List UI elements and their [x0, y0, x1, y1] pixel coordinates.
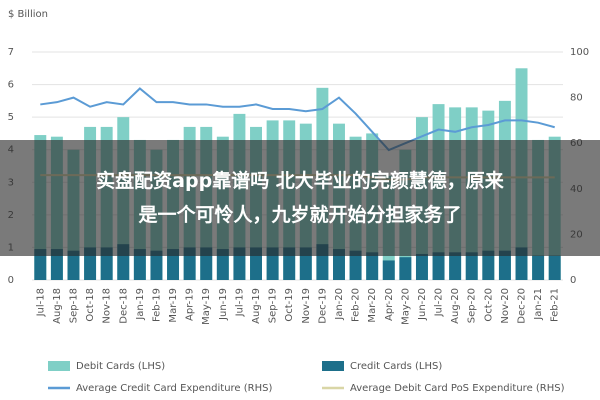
legend-swatch: [322, 361, 344, 371]
y-tick-label: 0: [8, 275, 14, 286]
x-tick-label: Dec-20: [517, 288, 528, 324]
bar: [250, 247, 262, 280]
y2-tick-label: 100: [570, 47, 589, 58]
overlay-text: 实盘配资app靠谱吗 北大毕业的完颜慧德，原来: [96, 170, 504, 192]
bar: [399, 257, 412, 280]
overlay-text: 是一个可怜人，九岁就开始分担家务了: [138, 204, 462, 226]
bar: [548, 255, 561, 280]
y-tick-label: 5: [8, 112, 14, 123]
bar: [532, 255, 545, 280]
bar: [50, 249, 63, 280]
bar: [167, 249, 180, 280]
bar: [349, 250, 362, 280]
y-axis-label: $ Billion: [8, 9, 48, 20]
x-tick-label: Dec-18: [118, 288, 129, 324]
x-tick-label: Jan-19: [135, 288, 146, 321]
x-tick-label: Sep-19: [268, 288, 279, 323]
x-tick-label: Nov-20: [500, 288, 511, 324]
y-tick-label: 6: [8, 80, 14, 91]
x-tick-label: Oct-18: [85, 288, 96, 322]
legend-label: Average Debit Card PoS Expenditure (RHS): [350, 383, 565, 394]
x-tick-label: Mar-20: [367, 288, 378, 323]
x-tick-label: Oct-20: [483, 288, 494, 322]
x-tick-label: May-20: [400, 288, 411, 325]
bar: [117, 244, 130, 280]
x-tick-label: Aug-18: [52, 288, 63, 324]
bar: [216, 249, 229, 280]
x-tick-label: Aug-20: [450, 288, 461, 324]
bar: [299, 247, 312, 280]
x-tick-label: Oct-19: [284, 288, 295, 322]
bar: [482, 250, 495, 280]
x-tick-label: Jul-18: [35, 288, 46, 317]
bar: [415, 253, 428, 280]
bar: [100, 247, 113, 280]
x-tick-label: Sep-20: [467, 288, 478, 323]
bar: [133, 249, 146, 280]
line: [40, 87, 555, 152]
x-tick-label: Apr-19: [185, 288, 196, 321]
x-tick-label: Sep-18: [68, 288, 79, 323]
x-tick-label: Aug-19: [251, 288, 262, 324]
bar: [515, 247, 528, 280]
bar: [382, 260, 395, 280]
x-tick-label: May-19: [201, 288, 212, 325]
x-tick-label: Jul-19: [234, 288, 245, 317]
x-tick-label: Feb-20: [351, 288, 362, 322]
bar: [316, 244, 329, 280]
bar: [200, 247, 213, 280]
bar: [84, 247, 97, 280]
bar: [498, 250, 511, 280]
bar: [333, 249, 345, 280]
overlay-banner: 实盘配资app靠谱吗 北大毕业的完颜慧德，原来 是一个可怜人，九岁就开始分担家务…: [0, 140, 600, 256]
x-tick-label: Feb-19: [151, 288, 162, 322]
bar: [283, 247, 296, 280]
bar: [366, 252, 379, 280]
y2-tick-label: 0: [570, 275, 576, 286]
x-tick-label: Jun-20: [417, 288, 428, 321]
bar: [465, 252, 478, 280]
bar: [183, 247, 196, 280]
x-tick-label: Nov-18: [102, 288, 113, 324]
x-tick-label: Dec-19: [317, 288, 328, 324]
y2-tick-label: 80: [570, 93, 583, 104]
x-tick-label: Jan-20: [334, 288, 345, 321]
x-tick-label: Jul-20: [434, 288, 445, 317]
bar: [233, 247, 246, 280]
legend-label: Debit Cards (LHS): [76, 361, 165, 372]
bar: [266, 247, 279, 280]
legend-swatch: [48, 361, 70, 371]
x-tick-label: Apr-20: [384, 288, 395, 321]
x-tick-label: Jun-19: [218, 288, 229, 321]
x-tick-label: Jan-21: [533, 288, 544, 321]
y-tick-label: 7: [8, 47, 14, 58]
bar: [34, 249, 47, 280]
legend-label: Average Credit Card Expenditure (RHS): [76, 383, 272, 394]
bar: [449, 252, 462, 280]
bar: [150, 250, 163, 280]
bar: [67, 250, 80, 280]
x-tick-label: Nov-19: [301, 288, 312, 324]
x-tick-label: Feb-21: [550, 288, 561, 322]
bar: [432, 252, 445, 280]
legend-label: Credit Cards (LHS): [350, 361, 442, 372]
x-tick-label: Mar-19: [168, 288, 179, 323]
